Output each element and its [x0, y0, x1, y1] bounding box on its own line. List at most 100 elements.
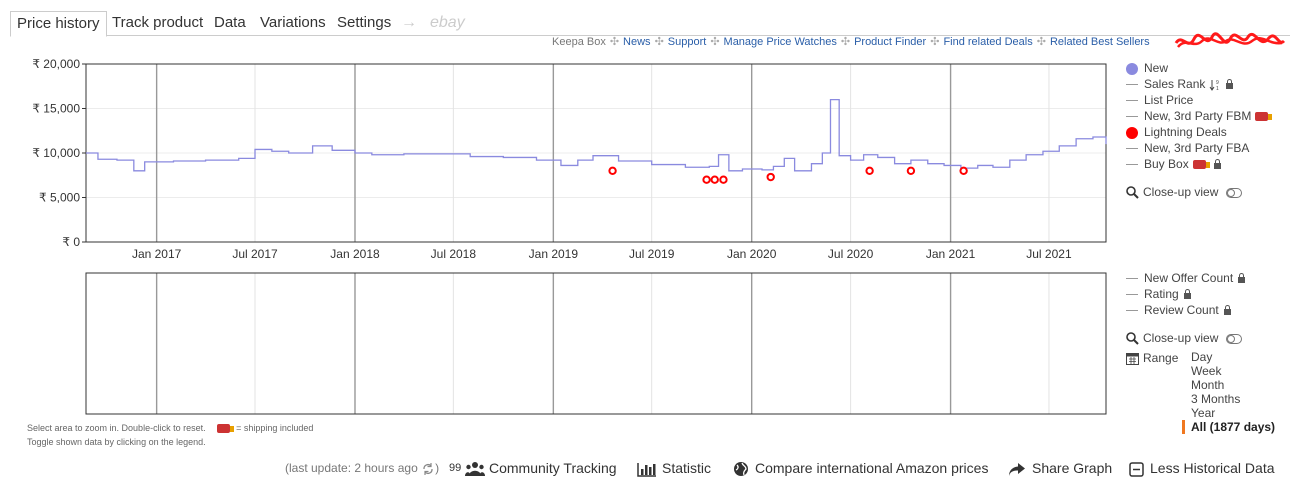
y-tick-label: ₹ 15,000	[32, 102, 80, 116]
separator-icon: ✣	[840, 36, 851, 48]
svg-text:9: 9	[1216, 80, 1219, 86]
legend-item-3p-fba[interactable]: New, 3rd Party FBA	[1126, 140, 1268, 156]
tab-track-product[interactable]: Track product	[106, 11, 209, 35]
closeup-toggle[interactable]: Close-up view	[1126, 330, 1245, 346]
legend-line-icon	[1126, 294, 1138, 296]
lightning-deal-point	[710, 175, 719, 184]
compare-prices-button[interactable]: Compare international Amazon prices	[733, 460, 988, 477]
related-best-sellers-link[interactable]: Related Best Sellers	[1049, 36, 1150, 48]
lightning-deal-point	[906, 166, 916, 176]
legend-item-review-count[interactable]: Review Count	[1126, 302, 1245, 318]
tab-settings[interactable]: Settings	[331, 11, 397, 35]
secondary-legend: New Offer Count Rating Review Count Clos…	[1126, 270, 1246, 366]
legend-label: Buy Box	[1144, 157, 1189, 171]
secondary-chart[interactable]	[0, 270, 1110, 418]
keepa-box-link[interactable]: Keepa Box	[552, 36, 606, 48]
lightning-deal-point	[959, 166, 968, 176]
last-update: (last update: 2 hours ago )	[285, 461, 440, 475]
separator-icon: ✣	[710, 36, 720, 48]
x-tick-label: Jan 2017	[132, 247, 182, 261]
legend-item-lightning-deals[interactable]: Lightning Deals	[1126, 124, 1268, 140]
separator-icon: ✣	[930, 36, 940, 48]
legend-line-icon	[1126, 148, 1138, 150]
legend-label: New	[1144, 61, 1169, 75]
separator-icon: ✣	[1036, 36, 1046, 48]
tab-variations[interactable]: Variations	[254, 11, 332, 35]
tab-price-history[interactable]: Price history	[10, 11, 107, 37]
collapse-icon	[1129, 462, 1144, 477]
tab-label: Settings	[337, 14, 392, 31]
legend-item-new-offer-count[interactable]: New Offer Count	[1126, 270, 1246, 286]
lock-icon	[1213, 158, 1221, 169]
refresh-icon[interactable]	[421, 462, 435, 475]
range-day[interactable]: Day	[1191, 350, 1213, 364]
less-historical-data-button[interactable]: Less Historical Data	[1129, 460, 1275, 477]
legend-item-3p-fbm[interactable]: New, 3rd Party FBM	[1126, 108, 1273, 124]
manage-price-watches-link[interactable]: Manage Price Watches	[723, 36, 837, 48]
legend-line-icon	[1126, 164, 1138, 166]
lock-icon	[1223, 304, 1231, 315]
share-graph-button[interactable]: Share Graph	[1008, 460, 1112, 477]
legend-line-icon	[1126, 100, 1138, 102]
x-tick-label: Jul 2020	[828, 247, 874, 261]
ebay-link[interactable]: ebay	[430, 14, 465, 31]
range-year[interactable]: Year	[1191, 406, 1216, 420]
x-tick-label: Jul 2017	[232, 247, 278, 261]
price-line-new	[86, 98, 1107, 172]
range-month[interactable]: Month	[1191, 378, 1225, 392]
legend-label: New, 3rd Party FBA	[1144, 141, 1250, 155]
legend-line-icon	[1126, 278, 1138, 280]
price-legend: New Sales Rank 9 1 List Price New, 3rd Par…	[1126, 60, 1273, 200]
lightning-deal-point	[865, 166, 874, 176]
separator-icon: ✣	[654, 36, 664, 48]
help-toggle: Toggle shown data by clicking on the leg…	[27, 437, 206, 447]
toggle-icon	[1225, 333, 1242, 344]
tab-label: Track product	[112, 14, 204, 31]
truck-icon	[1255, 112, 1273, 122]
tab-label: Data	[214, 14, 246, 31]
price-history-chart[interactable]: ₹ 20,000 ₹ 15,000 ₹ 10,000 ₹ 5,000 ₹ 0 Jan 20…	[0, 55, 1110, 265]
range-heading: Range	[1126, 350, 1245, 366]
search-icon	[1126, 332, 1139, 346]
x-tick-label: Jan 2019	[529, 247, 579, 261]
closeup-label: Close-up view	[1143, 185, 1219, 199]
toggle-icon	[1225, 187, 1242, 198]
chart-help: Select area to zoom in. Double-click to …	[27, 421, 313, 449]
truck-icon	[1192, 160, 1210, 170]
search-icon	[1126, 186, 1139, 200]
last-update-text: (last update: 2 hours ago	[285, 461, 418, 475]
range-all[interactable]: All (1877 days)	[1182, 420, 1276, 434]
sort-icon: 91	[1209, 79, 1219, 92]
globe-icon	[734, 462, 748, 477]
range-week[interactable]: Week	[1191, 364, 1222, 378]
users-icon	[465, 462, 485, 477]
lightning-deal-point	[719, 175, 728, 184]
community-tracking-button[interactable]: Community Tracking	[465, 460, 617, 477]
legend-label: Sales Rank	[1144, 77, 1206, 91]
legend-item-sales-rank[interactable]: Sales Rank 9 1	[1126, 76, 1268, 92]
legend-item-rating[interactable]: Rating	[1126, 286, 1245, 302]
arrow-right-icon: →	[401, 14, 417, 31]
closeup-toggle[interactable]: Close-up view	[1126, 184, 1268, 200]
statistic-label: Statistic	[662, 460, 712, 476]
legend-label: Review Count	[1144, 303, 1219, 317]
x-tick-label: Jul 2018	[431, 247, 477, 261]
x-tick-label: Jan 2018	[330, 247, 380, 261]
tracking-count: 99	[449, 462, 462, 474]
less-label: Less Historical Data	[1150, 460, 1275, 476]
product-finder-link[interactable]: Product Finder	[854, 36, 927, 48]
lock-icon	[1183, 288, 1191, 299]
separator-icon: ✣	[609, 36, 620, 48]
tab-data[interactable]: Data	[208, 11, 252, 35]
range-3-months[interactable]: 3 Months	[1191, 392, 1241, 406]
share-icon	[1009, 462, 1025, 476]
statistic-button[interactable]: Statistic	[637, 460, 711, 477]
legend-item-new[interactable]: New	[1126, 60, 1268, 76]
legend-item-buy-box[interactable]: Buy Box	[1126, 156, 1268, 172]
support-link[interactable]: Support	[667, 36, 707, 48]
find-related-deals-link[interactable]: Find related Deals	[943, 36, 1033, 48]
legend-item-list-price[interactable]: List Price	[1126, 92, 1268, 108]
range-all-label: All (1877 days)	[1191, 420, 1276, 434]
legend-label: List Price	[1144, 93, 1194, 107]
news-link[interactable]: News	[623, 36, 651, 48]
